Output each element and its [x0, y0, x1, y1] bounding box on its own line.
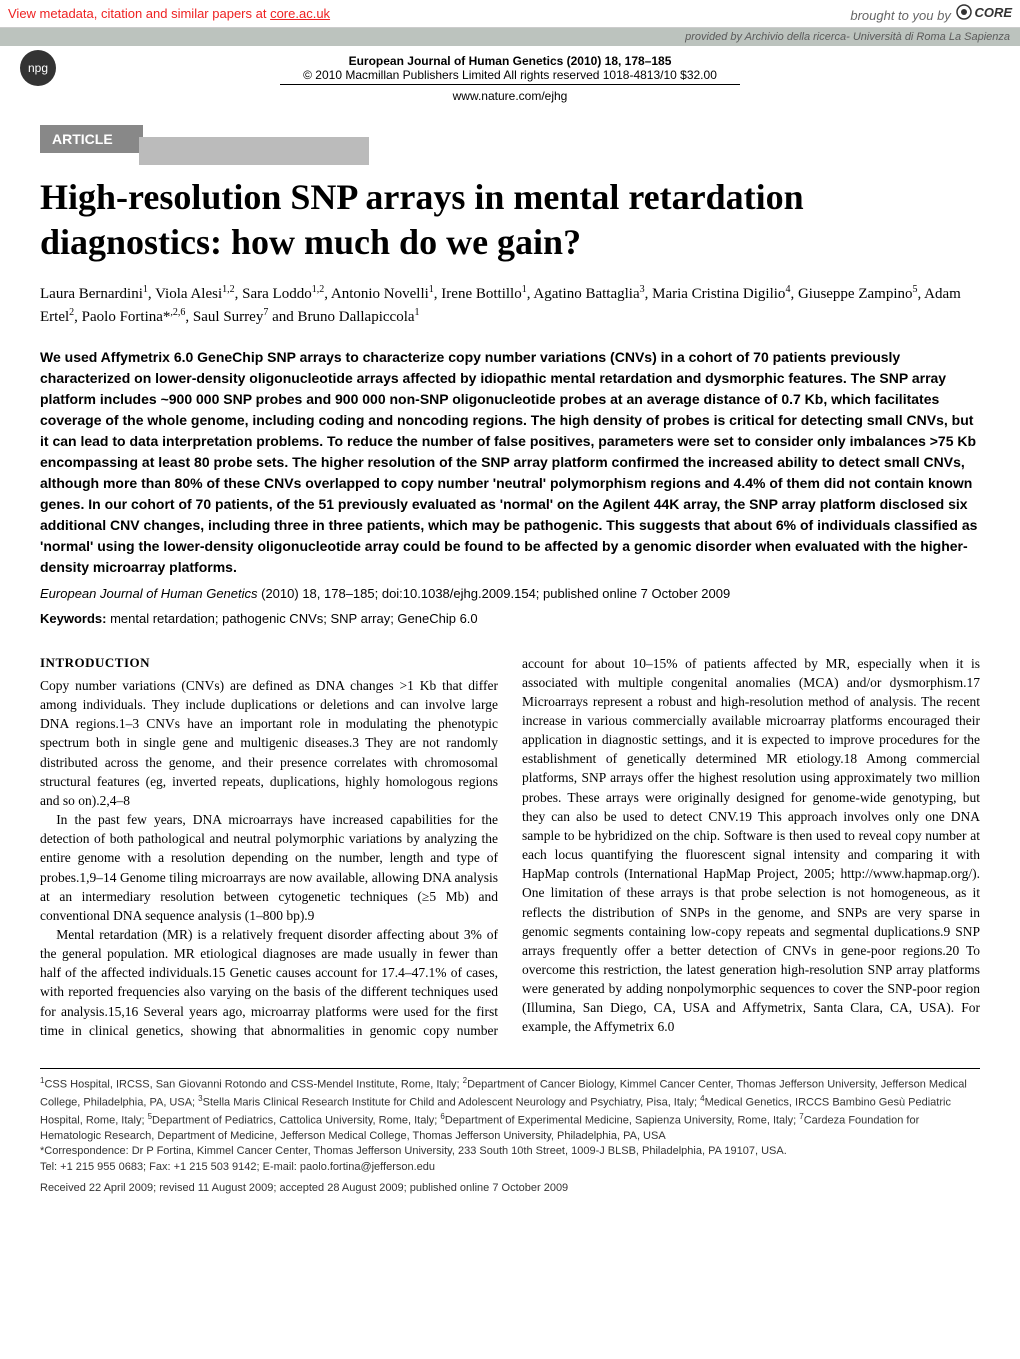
keywords-label: Keywords: [40, 611, 106, 626]
contact-text: Tel: +1 215 955 0683; Fax: +1 215 503 91… [40, 1160, 980, 1175]
core-banner-right: brought to you by CORE [850, 4, 1012, 23]
journal-copyright-line: © 2010 Macmillan Publishers Limited All … [140, 68, 880, 82]
section-heading-introduction: INTRODUCTION [40, 654, 498, 672]
intro-paragraph-1: Copy number variations (CNVs) are define… [40, 676, 498, 810]
keywords-text: mental retardation; pathogenic CNVs; SNP… [106, 611, 477, 626]
article-type-badge: ARTICLE [40, 125, 143, 153]
journal-url: www.nature.com/ejhg [140, 89, 880, 103]
citation-details: (2010) 18, 178–185; doi:10.1038/ejhg.200… [258, 586, 731, 601]
article-title: High-resolution SNP arrays in mental ret… [40, 175, 980, 265]
provided-by-bar: provided by Archivio della ricerca- Univ… [0, 28, 1020, 46]
core-banner: View metadata, citation and similar pape… [0, 0, 1020, 28]
received-line: Received 22 April 2009; revised 11 Augus… [40, 1181, 980, 1196]
affiliations-text: 1CSS Hospital, IRCSS, San Giovanni Roton… [40, 1075, 980, 1145]
citation-journal: European Journal of Human Genetics [40, 586, 258, 601]
brought-by-text: brought to you by [850, 8, 954, 23]
core-link[interactable]: core.ac.uk [270, 6, 330, 21]
article-badge-row: ARTICLE [40, 103, 980, 165]
authors-list: Laura Bernardini1, Viola Alesi1,2, Sara … [40, 283, 980, 329]
core-logo-icon [956, 4, 972, 20]
body-columns: INTRODUCTION Copy number variations (CNV… [40, 654, 980, 1040]
npg-badge: npg [20, 50, 56, 86]
article-content: ARTICLE High-resolution SNP arrays in me… [0, 103, 1020, 1227]
badge-bar [139, 137, 369, 165]
intro-paragraph-2: In the past few years, DNA microarrays h… [40, 810, 498, 925]
journal-divider [280, 84, 740, 85]
affiliations-block: 1CSS Hospital, IRCSS, San Giovanni Roton… [40, 1068, 980, 1197]
core-banner-text: View metadata, citation and similar pape… [8, 6, 270, 21]
journal-title-line: European Journal of Human Genetics (2010… [140, 54, 880, 68]
core-banner-left: View metadata, citation and similar pape… [8, 6, 330, 21]
core-logo-text: CORE [974, 5, 1012, 20]
correspondence-text: *Correspondence: Dr P Fortina, Kimmel Ca… [40, 1144, 980, 1159]
abstract: We used Affymetrix 6.0 GeneChip SNP arra… [40, 347, 980, 578]
citation-line: European Journal of Human Genetics (2010… [40, 586, 980, 601]
journal-header: European Journal of Human Genetics (2010… [0, 54, 1020, 103]
core-logo[interactable]: CORE [954, 4, 1012, 20]
keywords-line: Keywords: mental retardation; pathogenic… [40, 611, 980, 626]
